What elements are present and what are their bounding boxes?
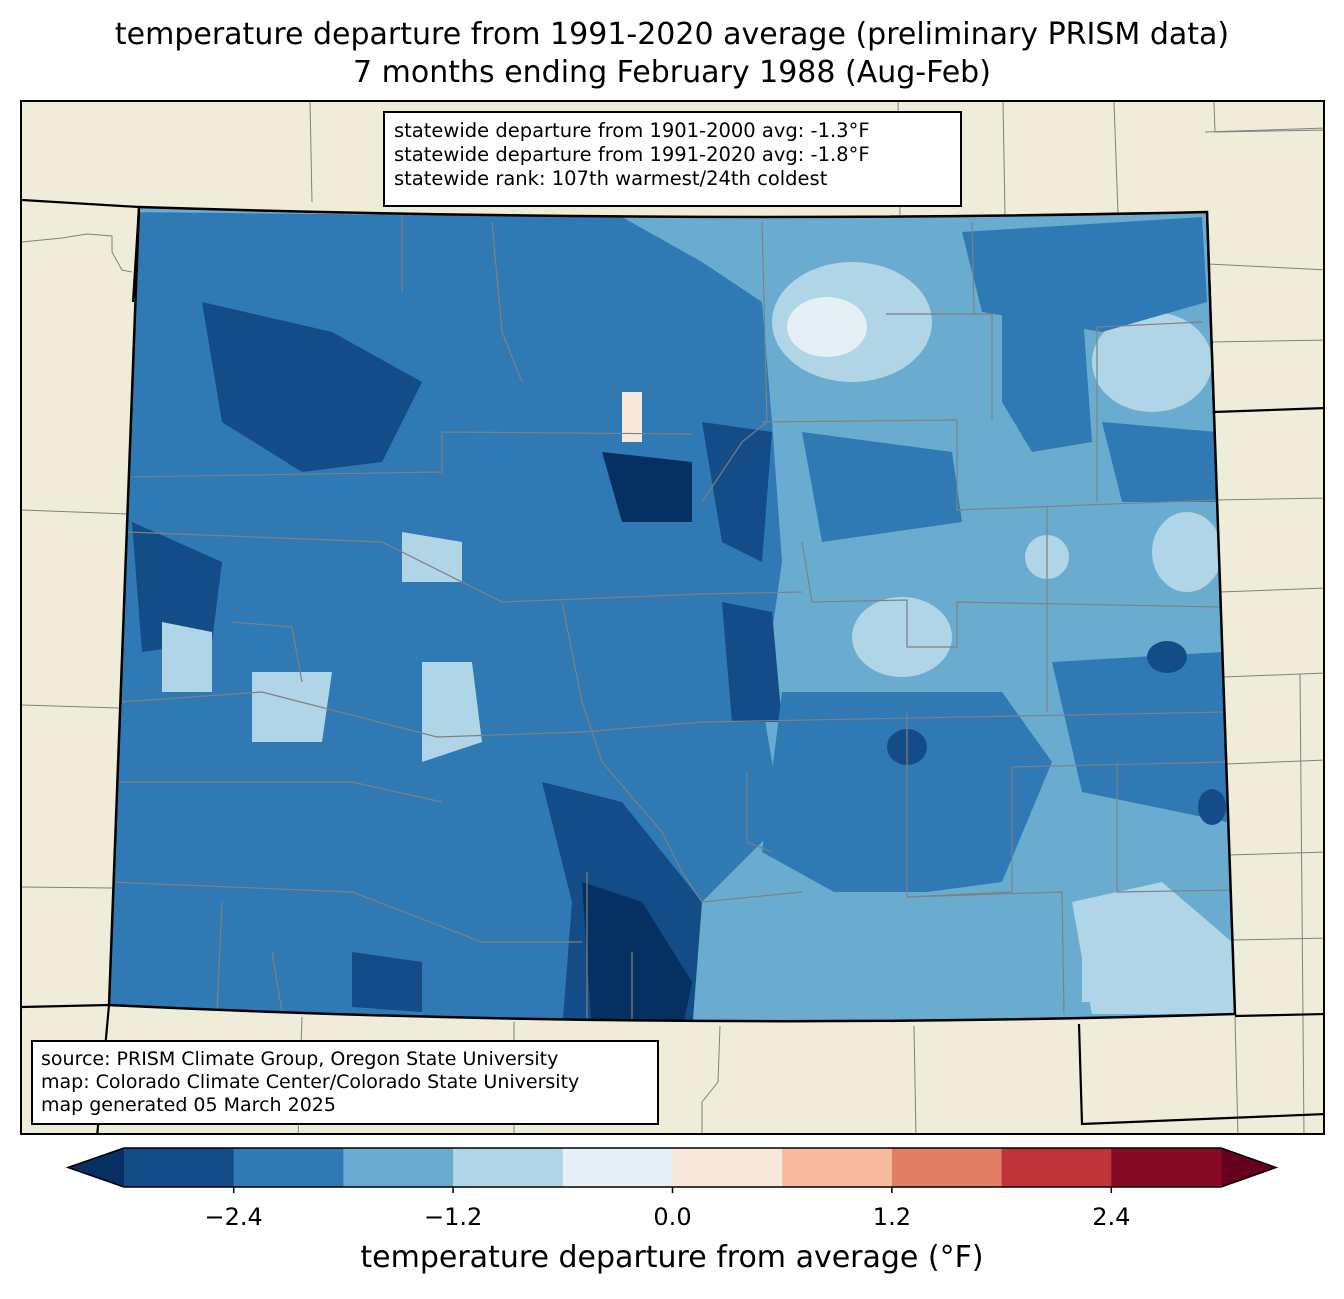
map-credit-line: map: Colorado Climate Center/Colorado St… [41,1071,580,1093]
stats-line-1901-2000: statewide departure from 1901-2000 avg: … [394,119,870,142]
colorbar-tick-label: 1.2 [872,1203,911,1231]
colorbar-bin [453,1148,564,1187]
map-title: temperature departure from 1991-2020 ave… [114,17,1230,52]
colorbar-tick-label: 0.0 [653,1203,692,1231]
colorbar-outline [65,1147,1279,1188]
colorbar-bin [891,1148,1003,1187]
colorbar-tick-label: −2.4 [204,1203,263,1231]
county-lines [109,212,1233,1022]
colorbar [65,1147,1279,1193]
source-line: source: PRISM Climate Group, Oregon Stat… [41,1048,559,1070]
generated-date-line: map generated 05 March 2025 [41,1094,336,1116]
map-subtitle: 7 months ending February 1988 (Aug-Feb) [353,55,991,90]
colorbar-bin [1111,1148,1222,1187]
colorbar-extend-high [1221,1148,1276,1187]
temperature-field [109,207,1235,1022]
colorado-border [107,205,1237,1023]
colorbar-bin [1001,1148,1112,1187]
colorbar-bin [233,1148,344,1187]
stats-line-1991-2020: statewide departure from 1991-2020 avg: … [394,143,870,166]
colorbar-tick-label: −1.2 [423,1203,483,1231]
colorbar-bin [672,1148,783,1187]
map-panel [20,100,1325,1135]
source-box: source: PRISM Climate Group, Oregon Stat… [31,1040,659,1125]
colorado-map [22,102,1323,1133]
stats-line-rank: statewide rank: 107th warmest/24th colde… [394,167,828,190]
colorbar-extend-low [68,1148,124,1187]
colorbar-tick-label: 2.4 [1092,1203,1131,1231]
colorbar-label: temperature departure from average (°F) [360,1240,984,1275]
colorbar-bin [562,1148,673,1187]
colorbar-bin [343,1148,454,1187]
state-borders [22,198,1323,1133]
colorbar-bin [782,1148,893,1187]
colorbar-bin [124,1148,235,1187]
statewide-stats-box: statewide departure from 1901-2000 avg: … [383,111,962,207]
